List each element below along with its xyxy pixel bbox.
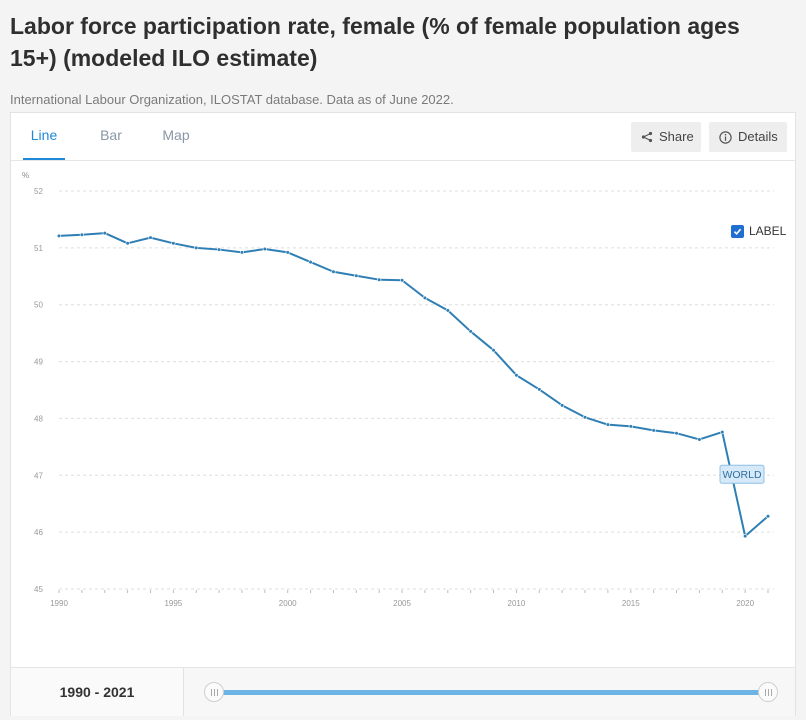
range-start-handle[interactable]: [204, 682, 224, 702]
data-point: [628, 424, 633, 429]
data-point: [216, 247, 222, 252]
data-point: [697, 437, 702, 442]
data-point: [674, 431, 679, 436]
checkmark-icon: [733, 228, 742, 235]
y-tick-label: 51: [34, 244, 43, 253]
data-point: [445, 308, 450, 313]
data-point: [720, 429, 725, 435]
chart-card: Line Bar Map Share: [10, 112, 796, 716]
share-label: Share: [659, 129, 694, 144]
year-range-slider[interactable]: [216, 690, 768, 695]
share-icon: [641, 131, 653, 143]
data-point: [491, 348, 496, 353]
x-tick-label: 2000: [279, 599, 297, 608]
data-point: [171, 241, 176, 246]
y-tick-label: 50: [34, 301, 43, 310]
data-point: [560, 403, 565, 408]
series-label: WORLD: [722, 469, 762, 481]
data-point: [354, 273, 359, 278]
data-point: [377, 277, 382, 282]
y-tick-label: 49: [34, 358, 43, 367]
series-line: [58, 232, 769, 538]
data-point: [125, 241, 130, 246]
share-button[interactable]: Share: [631, 122, 701, 152]
tab-line[interactable]: Line: [23, 113, 65, 160]
y-tick-label: 52: [34, 187, 43, 196]
data-point: [148, 235, 153, 240]
line-chart: % 45 46 47 48 49 50 51 52 1990 1995 2000 2005 2010 201…: [22, 171, 774, 608]
page-subtitle: International Labour Organization, ILOST…: [10, 92, 454, 107]
y-tick-label: 46: [34, 528, 43, 537]
y-tick-label: 47: [34, 471, 43, 480]
tab-map[interactable]: Map: [162, 127, 190, 143]
data-point: [399, 278, 405, 283]
y-tick-label: 48: [34, 414, 43, 423]
data-point: [331, 269, 336, 274]
details-label: Details: [738, 129, 778, 144]
data-point: [514, 373, 519, 378]
label-toggle[interactable]: LABEL: [731, 223, 786, 239]
x-tick-label: 2015: [622, 599, 640, 608]
grip-icon: [764, 688, 772, 696]
data-point: [537, 387, 542, 392]
x-tick-label: 1995: [164, 599, 182, 608]
y-tick-label: 45: [34, 585, 43, 594]
x-tick-label: 2020: [736, 599, 754, 608]
data-point: [262, 246, 267, 252]
label-checkbox[interactable]: [731, 224, 744, 238]
details-button[interactable]: Details: [709, 122, 787, 152]
series-label-box: [719, 464, 765, 484]
view-tabs: Line Bar Map Share: [11, 113, 795, 161]
data-point: [743, 534, 748, 539]
page-title: Labor force participation rate, female (…: [10, 13, 740, 71]
x-tick-label: 2005: [393, 599, 411, 608]
data-point: [239, 250, 245, 255]
x-tick-label: 1990: [50, 599, 68, 608]
data-point: [582, 415, 588, 420]
range-footer: 1990 - 2021: [11, 667, 795, 716]
data-point: [765, 514, 771, 519]
data-point: [651, 428, 656, 433]
info-icon: [719, 130, 732, 144]
data-point: [102, 230, 107, 236]
data-point: [285, 250, 290, 255]
data-point: [308, 259, 313, 265]
data-point: [422, 295, 428, 300]
year-range-label: 1990 - 2021: [11, 668, 184, 716]
label-toggle-text: LABEL: [749, 224, 787, 238]
data-point: [56, 233, 62, 239]
data-point: [605, 422, 611, 427]
grip-icon: [210, 688, 218, 696]
data-point: [468, 329, 473, 334]
chart-area: % 45 46 47 48 49 50 51 52 1990 1995 2000 2005 2010 201…: [11, 161, 795, 667]
data-point: [79, 232, 84, 237]
tab-bar[interactable]: Bar: [100, 127, 122, 143]
range-end-handle[interactable]: [758, 682, 778, 702]
data-point: [194, 245, 199, 250]
x-tick-label: 2010: [508, 599, 526, 608]
y-axis-unit-label: %: [22, 171, 29, 180]
